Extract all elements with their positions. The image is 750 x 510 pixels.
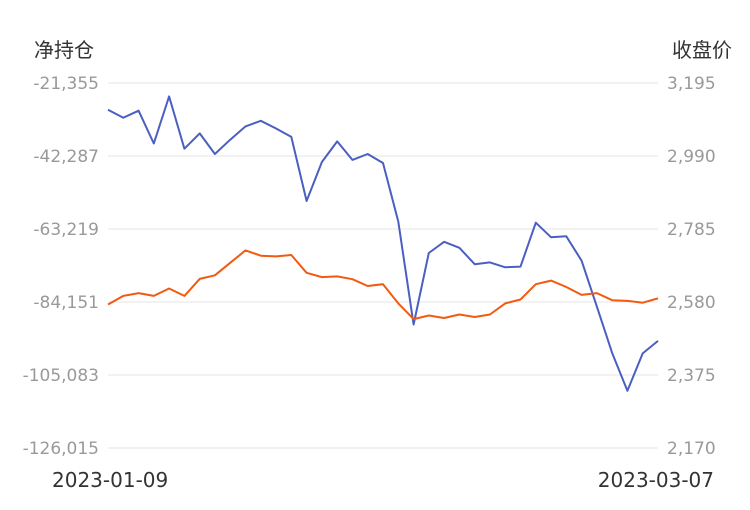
x-axis-end-label: 2023-03-07 — [597, 468, 714, 492]
left-tick-label: -105,083 — [23, 366, 99, 386]
close-price-line — [107, 249, 659, 321]
left-tick-label: -21,355 — [33, 74, 99, 94]
right-tick-label: 2,170 — [667, 439, 716, 459]
right-tick-label: 2,990 — [667, 147, 716, 167]
left-tick-label: -126,015 — [23, 439, 99, 459]
right-tick-label: 3,195 — [667, 74, 716, 94]
x-axis-start-label: 2023-01-09 — [52, 468, 169, 492]
right-tick-label: 2,580 — [667, 293, 716, 313]
left-axis-title: 净持仓 — [34, 38, 94, 62]
right-tick-label: 2,785 — [667, 220, 716, 240]
left-tick-label: -63,219 — [33, 220, 99, 240]
right-tick-label: 2,375 — [667, 366, 716, 386]
net-position-line — [107, 95, 659, 392]
left-tick-label: -84,151 — [33, 293, 99, 313]
left-tick-label: -42,287 — [33, 147, 99, 167]
right-axis-title: 收盘价 — [672, 38, 732, 62]
